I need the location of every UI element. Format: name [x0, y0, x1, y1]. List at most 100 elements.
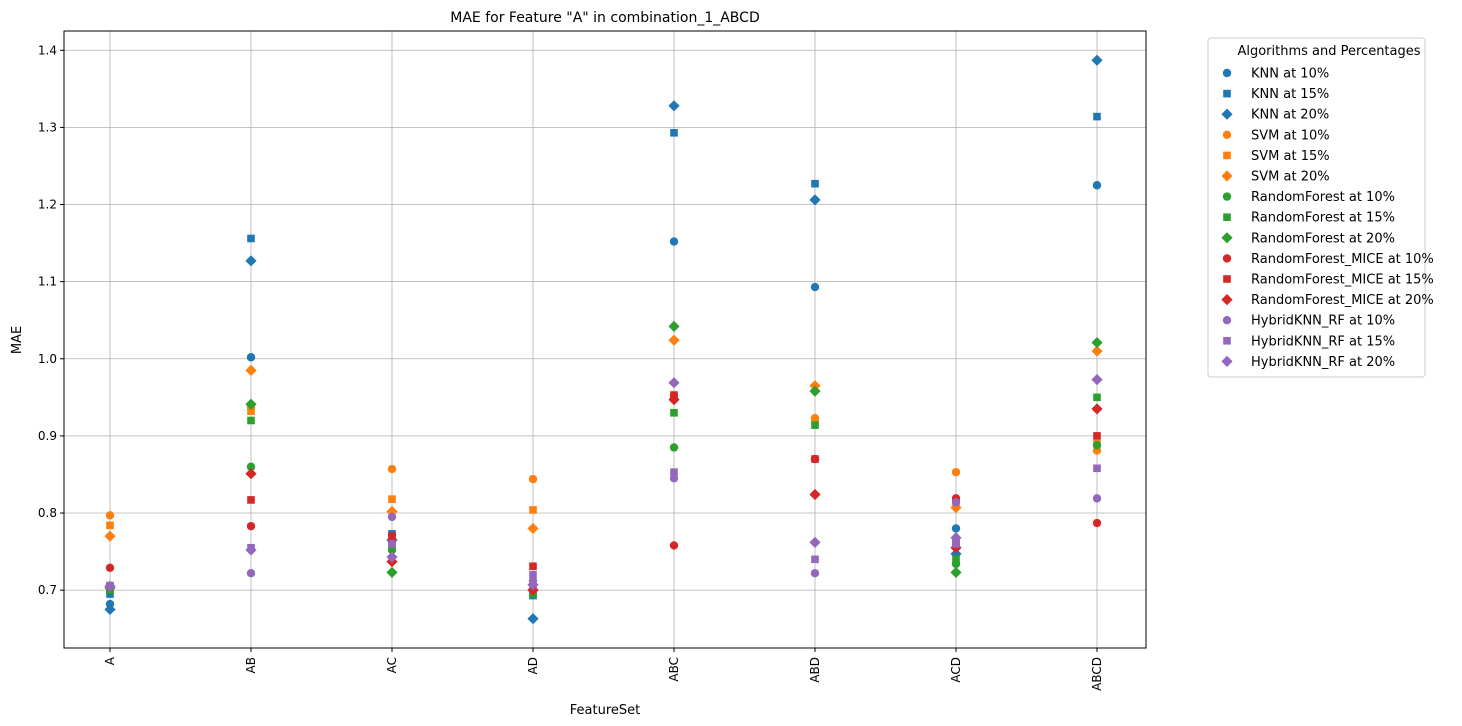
data-point — [247, 496, 255, 504]
data-point — [668, 394, 680, 406]
plot-frame — [63, 30, 1147, 649]
data-point — [1091, 54, 1103, 66]
legend-marker — [1222, 316, 1232, 325]
legend-entry-label: KNN at 15% — [1251, 87, 1329, 102]
data-point — [809, 194, 821, 206]
legend-marker — [1221, 294, 1233, 306]
data-point — [387, 512, 397, 522]
data-point — [386, 551, 398, 563]
y-tick-label: 1.1 — [38, 275, 57, 289]
data-point — [529, 506, 537, 514]
data-point — [245, 398, 257, 410]
legend-entry-label: RandomForest_MICE at 15% — [1251, 273, 1434, 288]
marks-layer — [104, 54, 1103, 625]
x-axis-label: FeatureSet — [570, 703, 640, 718]
data-point — [245, 544, 257, 556]
data-point — [952, 555, 960, 564]
legend-entry-label: HybridKNN_RF at 15% — [1251, 334, 1395, 349]
data-point — [106, 521, 114, 530]
data-point — [1092, 440, 1102, 450]
data-point — [668, 100, 680, 112]
chart-title: MAE for Feature "A" in combination_1_ABC… — [450, 10, 759, 26]
data-point — [529, 562, 537, 571]
data-point — [104, 603, 116, 616]
y-tick-label: 0.9 — [38, 429, 57, 443]
data-point — [246, 462, 256, 471]
data-point — [104, 580, 116, 592]
legend-entry-label: RandomForest at 10% — [1251, 190, 1395, 205]
data-point — [1091, 345, 1103, 357]
data-point — [246, 353, 256, 362]
data-point — [668, 377, 680, 389]
data-point — [810, 568, 820, 578]
data-point — [246, 568, 256, 578]
data-point — [388, 540, 396, 548]
x-tick-label: ABC — [667, 657, 681, 682]
data-point — [809, 488, 821, 501]
data-point — [669, 443, 679, 452]
data-point — [811, 555, 819, 564]
data-point — [669, 541, 679, 550]
legend-marker — [1223, 151, 1231, 160]
data-point — [811, 455, 819, 463]
data-point — [387, 464, 397, 474]
legend-marker — [1221, 170, 1233, 182]
legend-entry-label: HybridKNN_RF at 10% — [1251, 314, 1395, 329]
data-point — [245, 468, 257, 480]
legend-marker — [1221, 232, 1233, 244]
data-point — [1093, 112, 1101, 121]
legend-marker — [1222, 192, 1232, 201]
legend-entry-label: KNN at 10% — [1251, 67, 1329, 82]
x-tick-label: AD — [526, 657, 540, 674]
data-point — [104, 530, 116, 542]
data-point — [245, 364, 257, 376]
legend-title: Algorithms and Percentages — [1237, 44, 1420, 59]
data-point — [247, 407, 255, 416]
data-point — [1091, 336, 1103, 349]
legend-entry-label: SVM at 20% — [1251, 170, 1330, 185]
legend-marker — [1222, 254, 1232, 263]
data-point — [950, 566, 962, 579]
data-point — [950, 532, 962, 544]
data-point — [668, 334, 680, 346]
data-point — [1093, 432, 1101, 440]
legend-box — [1207, 37, 1426, 378]
data-point — [529, 570, 537, 579]
legend-entry-label: RandomForest_MICE at 20% — [1251, 293, 1434, 308]
data-point — [811, 421, 819, 429]
data-point — [388, 495, 396, 503]
grid-layer — [64, 31, 1146, 648]
data-point — [246, 521, 256, 531]
data-point — [668, 320, 680, 332]
data-point — [950, 502, 962, 514]
legend-entry-label: SVM at 10% — [1251, 128, 1330, 143]
legend-entry-label: RandomForest_MICE at 10% — [1251, 252, 1434, 267]
legend-marker — [1222, 130, 1232, 139]
data-point — [386, 566, 398, 579]
data-point — [670, 129, 678, 137]
data-point — [1091, 403, 1103, 415]
data-point — [1093, 464, 1101, 473]
y-tick-label: 1.2 — [38, 198, 57, 212]
x-tick-label: ABD — [808, 657, 822, 683]
x-tick-label: ABCD — [1090, 657, 1104, 691]
data-point — [527, 613, 539, 625]
data-point — [106, 590, 114, 598]
data-point — [951, 524, 961, 533]
data-point — [105, 563, 115, 572]
data-point — [811, 179, 819, 188]
data-point — [528, 474, 538, 484]
legend-marker — [1221, 355, 1233, 367]
data-point — [527, 522, 539, 535]
legend-entry-label: RandomForest at 15% — [1251, 211, 1395, 226]
data-point — [527, 579, 539, 591]
data-point — [669, 474, 679, 483]
data-point — [1092, 494, 1102, 503]
y-axis-label: MAE — [10, 326, 25, 354]
y-tick-label: 1.4 — [38, 43, 57, 57]
data-point — [1091, 374, 1103, 386]
y-tick-label: 1.3 — [38, 120, 57, 134]
legend-marker — [1222, 68, 1232, 78]
data-point — [811, 416, 819, 425]
data-point — [951, 467, 961, 477]
